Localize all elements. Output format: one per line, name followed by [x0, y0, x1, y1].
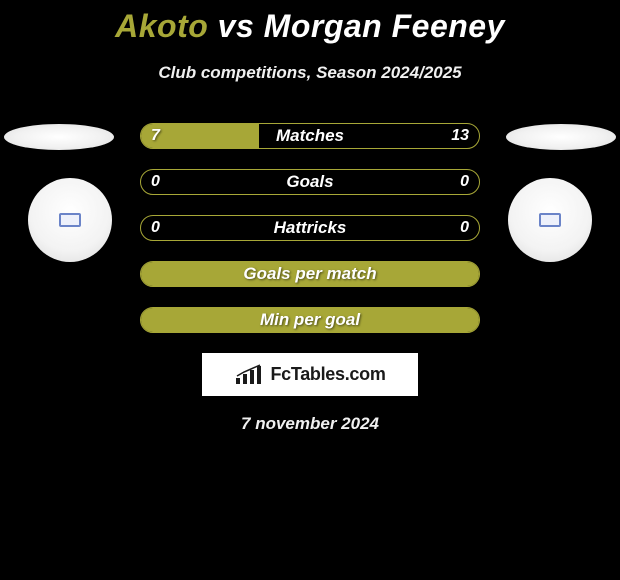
bar-row-goals: 0 Goals 0 — [140, 169, 480, 195]
bar-row-hattricks: 0 Hattricks 0 — [140, 215, 480, 241]
bar-value-right: 0 — [460, 216, 469, 240]
bar-fill — [141, 124, 259, 148]
bar-row-goals-per-match: Goals per match — [140, 261, 480, 287]
title-vs: vs — [218, 8, 255, 44]
title-player1: Akoto — [115, 8, 208, 44]
bar-row-min-per-goal: Min per goal — [140, 307, 480, 333]
brand-text: FcTables.com — [270, 364, 385, 385]
bar-row-matches: 7 Matches 13 — [140, 123, 480, 149]
page-subtitle: Club competitions, Season 2024/2025 — [0, 63, 620, 83]
bar-fill — [141, 308, 479, 332]
brand-logo-box: FcTables.com — [202, 353, 418, 396]
bar-value-right: 0 — [460, 170, 469, 194]
footer-date: 7 november 2024 — [0, 414, 620, 434]
bar-label: Goals — [141, 170, 479, 194]
bar-label: Hattricks — [141, 216, 479, 240]
bar-value-right: 13 — [451, 124, 469, 148]
bar-fill — [141, 262, 479, 286]
bar-value-left: 0 — [151, 170, 160, 194]
title-player2: Morgan Feeney — [264, 8, 505, 44]
bar-chart-icon — [234, 364, 264, 386]
page-title: Akoto vs Morgan Feeney — [0, 0, 620, 45]
bar-value-left: 0 — [151, 216, 160, 240]
comparison-bars: 7 Matches 13 0 Goals 0 0 Hattricks 0 Goa… — [0, 123, 620, 333]
